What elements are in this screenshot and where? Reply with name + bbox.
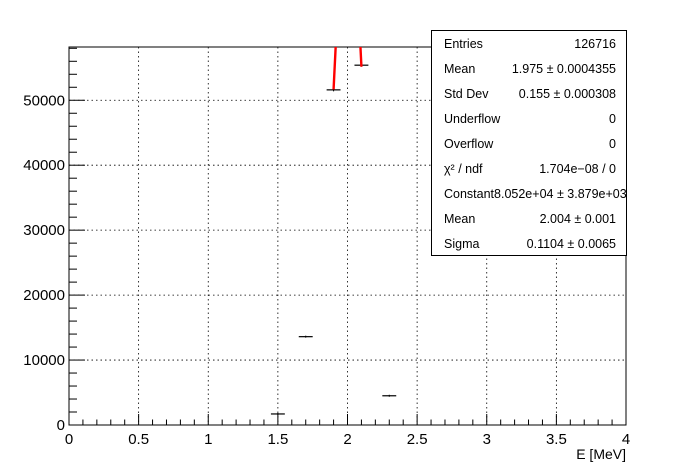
fit-curve <box>332 47 363 90</box>
stats-row-value: 1.975 ± 0.0004355 <box>511 62 616 76</box>
stats-row-value: 0 <box>609 137 616 151</box>
stats-row: Constant 8.052e+04 ± 3.879e+03 <box>444 184 627 204</box>
stats-row-value: 2.004 ± 0.001 <box>539 212 616 226</box>
stats-row: Std Dev 0.155 ± 0.000308 <box>444 84 616 104</box>
stats-row-label: Overflow <box>444 137 494 151</box>
y-tick-label: 30000 <box>23 222 65 239</box>
axis-ticks <box>68 47 627 426</box>
x-tick-label: 0.5 <box>128 431 149 448</box>
x-tick-label: 1.5 <box>267 431 288 448</box>
x-tick-label: 1 <box>204 431 212 448</box>
stats-row: χ² / ndf 1.704e−08 / 0 <box>444 159 616 179</box>
y-tick-label: 10000 <box>23 352 65 369</box>
y-tick-label: 0 <box>57 417 65 434</box>
gaussian-fit-line <box>332 47 363 90</box>
stats-row-label: Sigma <box>444 237 480 251</box>
x-tick-label: 0 <box>65 431 73 448</box>
x-tick-label: 4 <box>622 431 630 448</box>
stats-row-label: Underflow <box>444 112 501 126</box>
stats-row: Overflow 0 <box>444 134 616 154</box>
stats-row-label: Mean <box>444 62 476 76</box>
stats-row: Mean 2.004 ± 0.001 <box>444 209 616 229</box>
x-axis-label: E [MeV] <box>576 446 626 462</box>
x-tick-label: 2.5 <box>407 431 428 448</box>
stats-row-label: Std Dev <box>444 87 489 101</box>
stats-box: Entries 126716 Mean 1.975 ± 0.0004355 Std De… <box>431 30 627 256</box>
stats-row-value: 8.052e+04 ± 3.879e+03 <box>494 187 627 201</box>
stats-row-label: Entries <box>444 37 483 51</box>
y-tick-label: 20000 <box>23 287 65 304</box>
stats-row: Underflow 0 <box>444 109 616 129</box>
stats-row-label: Mean <box>444 212 476 226</box>
stats-row-value: 1.704e−08 / 0 <box>539 162 616 176</box>
histogram-bins <box>270 63 397 415</box>
y-tick-label: 50000 <box>23 92 65 109</box>
y-tick-label: 40000 <box>23 157 65 174</box>
stats-row-value: 0 <box>609 112 616 126</box>
stats-row-value: 0.1104 ± 0.0065 <box>526 237 616 251</box>
stats-row: Mean 1.975 ± 0.0004355 <box>444 59 616 79</box>
stats-row-value: 0.155 ± 0.000308 <box>518 87 616 101</box>
stats-row: Sigma 0.1104 ± 0.0065 <box>444 234 616 254</box>
stats-row-label: χ² / ndf <box>444 162 483 176</box>
stats-row-value: 126716 <box>574 37 616 51</box>
stats-row-label: Constant <box>444 187 495 201</box>
x-tick-label: 2 <box>343 431 351 448</box>
stats-row: Entries 126716 <box>444 34 616 54</box>
x-tick-label: 3.5 <box>546 431 567 448</box>
tick-labels: 0 0.5 1 1.5 2 2.5 3 3.5 4 0 10000 20000 30000 40000 50… <box>23 92 630 448</box>
x-tick-label: 3 <box>483 431 491 448</box>
